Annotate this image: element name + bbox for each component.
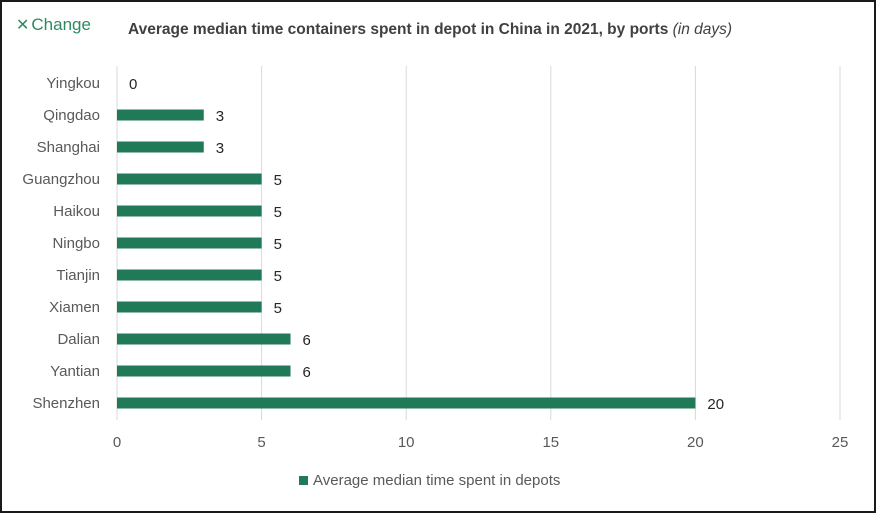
brand-logo: ✕ Change [16, 15, 91, 35]
data-label: 5 [274, 236, 282, 253]
chart-title-unit: (in days) [672, 21, 733, 38]
data-label: 5 [274, 172, 282, 189]
data-label: 3 [216, 108, 224, 125]
data-label: 5 [274, 300, 282, 317]
category-label: Tianjin [56, 267, 100, 284]
category-label: Shenzhen [32, 395, 100, 412]
category-label: Yingkou [46, 75, 100, 92]
category-label: Ningbo [52, 235, 100, 252]
legend-label: Average median time spent in depots [313, 472, 561, 489]
category-label: Shanghai [37, 139, 100, 156]
data-label: 6 [303, 364, 311, 381]
chart-legend: Average median time spent in depots [299, 472, 560, 489]
brand-mark-icon: ✕ [16, 17, 30, 34]
x-tick-label: 0 [113, 434, 121, 451]
data-label: 0 [129, 76, 137, 93]
x-tick-label: 25 [832, 434, 849, 451]
category-label: Yantian [50, 363, 100, 380]
x-tick-label: 5 [257, 434, 265, 451]
data-label: 3 [216, 140, 224, 157]
category-label: Guangzhou [22, 171, 100, 188]
data-label: 5 [274, 268, 282, 285]
x-tick-label: 10 [398, 434, 415, 451]
data-label: 20 [707, 396, 724, 413]
bar [117, 397, 696, 409]
category-label: Qingdao [43, 107, 100, 124]
bar [117, 237, 262, 249]
category-label: Haikou [53, 203, 100, 220]
bar [117, 173, 262, 185]
category-label: Dalian [57, 331, 100, 348]
bar [117, 301, 262, 313]
legend-swatch [299, 476, 308, 485]
bar [117, 109, 204, 121]
chart-title-text: Average median time containers spent in … [128, 21, 669, 38]
x-tick-label: 15 [542, 434, 559, 451]
data-label: 6 [303, 332, 311, 349]
category-label: Xiamen [49, 299, 100, 316]
chart-title: Average median time containers spent in … [128, 21, 732, 39]
bar [117, 141, 204, 153]
bar [117, 333, 291, 345]
bar [117, 269, 262, 281]
brand-name: Change [31, 15, 91, 34]
bar [117, 205, 262, 217]
data-label: 5 [274, 204, 282, 221]
bar [117, 365, 291, 377]
x-tick-label: 20 [687, 434, 704, 451]
